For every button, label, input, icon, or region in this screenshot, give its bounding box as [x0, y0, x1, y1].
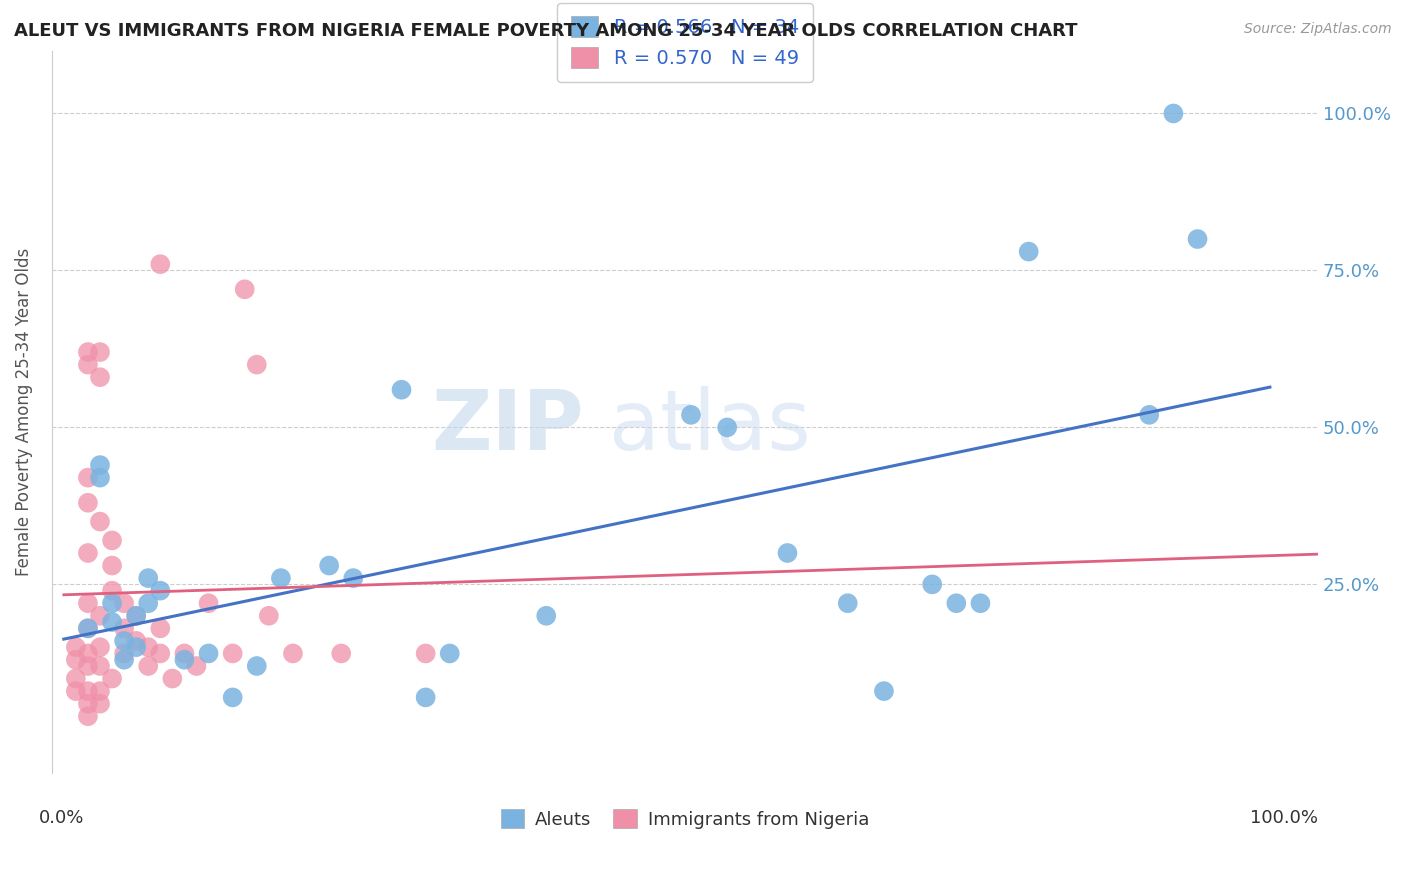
- Point: [112, 647, 135, 661]
- Point: [1018, 244, 1040, 259]
- Point: [136, 659, 159, 673]
- Point: [149, 621, 172, 635]
- Point: [77, 345, 100, 359]
- Point: [112, 633, 135, 648]
- Y-axis label: Female Poverty Among 25-34 Year Olds: Female Poverty Among 25-34 Year Olds: [15, 248, 32, 576]
- Point: [136, 571, 159, 585]
- Point: [197, 647, 219, 661]
- Point: [162, 672, 184, 686]
- Point: [125, 608, 148, 623]
- Point: [77, 358, 100, 372]
- Point: [873, 684, 896, 698]
- Point: [125, 608, 148, 623]
- Point: [136, 640, 159, 655]
- Point: [101, 672, 124, 686]
- Point: [89, 659, 111, 673]
- Point: [112, 596, 135, 610]
- Point: [101, 583, 124, 598]
- Point: [112, 653, 135, 667]
- Point: [318, 558, 340, 573]
- Point: [77, 596, 100, 610]
- Text: Source: ZipAtlas.com: Source: ZipAtlas.com: [1244, 22, 1392, 37]
- Point: [101, 558, 124, 573]
- Point: [149, 583, 172, 598]
- Point: [136, 596, 159, 610]
- Point: [89, 515, 111, 529]
- Point: [270, 571, 292, 585]
- Point: [391, 383, 413, 397]
- Point: [65, 640, 87, 655]
- Point: [415, 690, 437, 705]
- Point: [77, 697, 100, 711]
- Point: [173, 653, 195, 667]
- Point: [246, 358, 269, 372]
- Point: [342, 571, 364, 585]
- Point: [125, 640, 148, 655]
- Point: [89, 370, 111, 384]
- Point: [221, 647, 243, 661]
- Point: [101, 533, 124, 548]
- Point: [101, 596, 124, 610]
- Point: [77, 621, 100, 635]
- Point: [281, 647, 304, 661]
- Point: [1187, 232, 1209, 246]
- Text: 0.0%: 0.0%: [39, 809, 84, 827]
- Point: [149, 257, 172, 271]
- Point: [125, 633, 148, 648]
- Point: [776, 546, 799, 560]
- Point: [65, 684, 87, 698]
- Point: [112, 621, 135, 635]
- Point: [921, 577, 943, 591]
- Text: ZIP: ZIP: [432, 385, 583, 467]
- Point: [77, 709, 100, 723]
- Point: [257, 608, 280, 623]
- Point: [149, 647, 172, 661]
- Point: [77, 496, 100, 510]
- Text: 100.0%: 100.0%: [1250, 809, 1319, 827]
- Point: [186, 659, 208, 673]
- Point: [89, 608, 111, 623]
- Point: [945, 596, 967, 610]
- Point: [246, 659, 269, 673]
- Point: [439, 647, 461, 661]
- Point: [89, 458, 111, 472]
- Point: [77, 546, 100, 560]
- Point: [197, 596, 219, 610]
- Point: [101, 615, 124, 629]
- Point: [77, 621, 100, 635]
- Point: [837, 596, 859, 610]
- Point: [536, 608, 558, 623]
- Point: [89, 684, 111, 698]
- Point: [77, 659, 100, 673]
- Point: [77, 647, 100, 661]
- Point: [1137, 408, 1160, 422]
- Point: [77, 470, 100, 484]
- Point: [65, 672, 87, 686]
- Text: ALEUT VS IMMIGRANTS FROM NIGERIA FEMALE POVERTY AMONG 25-34 YEAR OLDS CORRELATIO: ALEUT VS IMMIGRANTS FROM NIGERIA FEMALE …: [14, 22, 1077, 40]
- Legend: Aleuts, Immigrants from Nigeria: Aleuts, Immigrants from Nigeria: [494, 802, 876, 836]
- Point: [330, 647, 353, 661]
- Point: [679, 408, 702, 422]
- Point: [716, 420, 738, 434]
- Point: [1163, 106, 1185, 120]
- Point: [89, 470, 111, 484]
- Point: [89, 697, 111, 711]
- Point: [89, 345, 111, 359]
- Point: [89, 640, 111, 655]
- Point: [221, 690, 243, 705]
- Point: [969, 596, 991, 610]
- Text: atlas: atlas: [609, 385, 811, 467]
- Point: [173, 647, 195, 661]
- Point: [233, 282, 256, 296]
- Point: [77, 684, 100, 698]
- Point: [65, 653, 87, 667]
- Point: [415, 647, 437, 661]
